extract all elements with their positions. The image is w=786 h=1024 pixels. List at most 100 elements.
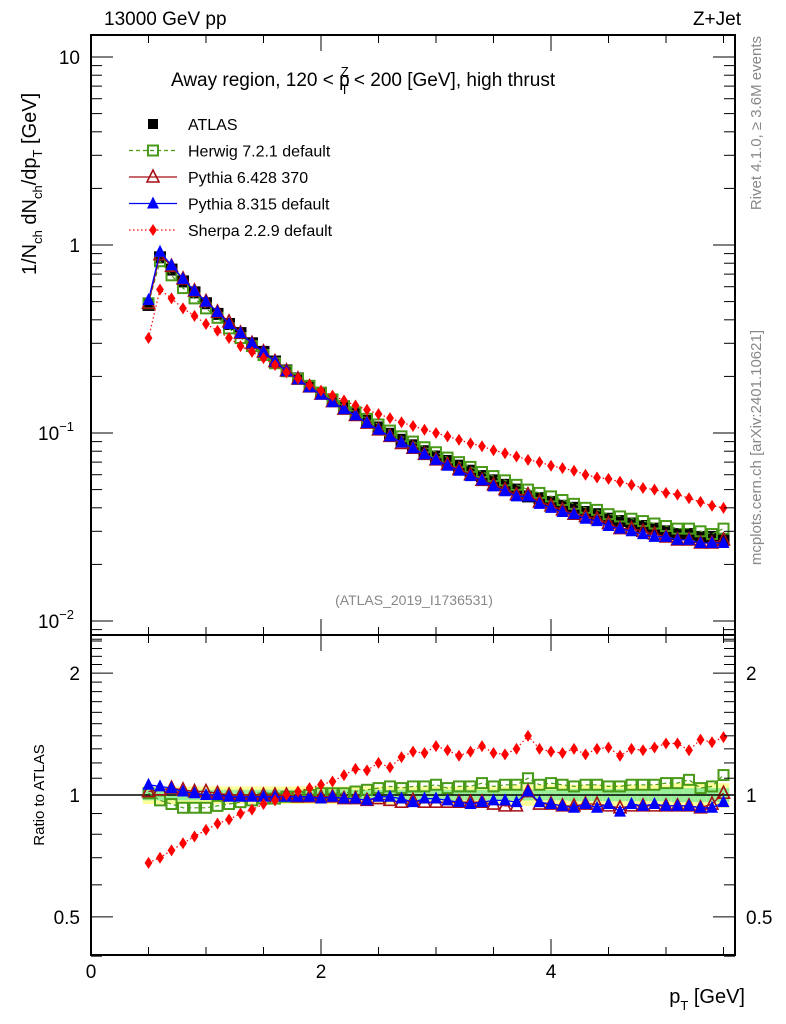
legend-label-sherpa-2-2-9-default: Sherpa 2.2.9 default bbox=[188, 223, 333, 240]
ratio-point-sherpa-2-2-9-default bbox=[282, 789, 291, 801]
x-axis-label: pT [GeV] bbox=[669, 986, 745, 1013]
ratio-point-pythia-8-315-default bbox=[522, 784, 534, 797]
ratio-point-sherpa-2-2-9-default bbox=[616, 749, 624, 762]
ratio-point-sherpa-2-2-9-default bbox=[225, 813, 233, 826]
plot-title-sub: T bbox=[341, 82, 349, 97]
ratio-point-sherpa-2-2-9-default bbox=[524, 729, 532, 742]
main-point-sherpa-2-2-9-default bbox=[489, 444, 498, 457]
plot-title-pre: Away region, 120 < p bbox=[171, 70, 350, 91]
ratio-point-sherpa-2-2-9-default bbox=[167, 844, 176, 857]
main-point-pythia-8-315-default bbox=[591, 514, 603, 527]
ratio-point-pythia-8-315-default bbox=[372, 789, 385, 802]
main-point-sherpa-2-2-9-default bbox=[420, 423, 429, 436]
ratio-point-pythia-8-315-default bbox=[706, 800, 718, 813]
ratio-point-pythia-8-315-default bbox=[717, 795, 730, 808]
ylabel-part-c-sub: T bbox=[30, 149, 45, 157]
ratio-y-tick-label-right: 1 bbox=[746, 786, 757, 807]
main-point-pythia-8-315-default bbox=[177, 271, 189, 284]
ratio-y-tick-label-left: 2 bbox=[69, 664, 80, 685]
ratio-point-sherpa-2-2-9-default bbox=[466, 745, 475, 758]
main-point-sherpa-2-2-9-default bbox=[535, 456, 544, 469]
main-point-pythia-8-315-default bbox=[648, 529, 661, 542]
main-point-pythia-8-315-default bbox=[257, 344, 270, 357]
ratio-point-sherpa-2-2-9-default bbox=[213, 817, 222, 830]
x-tick-label: 2 bbox=[316, 962, 327, 983]
ratio-point-pythia-8-315-default bbox=[211, 788, 224, 800]
ratio-point-herwig-7-2-1-default bbox=[407, 780, 419, 793]
ratio-point-sherpa-2-2-9-default bbox=[662, 737, 670, 750]
main-point-sherpa-2-2-9-default bbox=[156, 283, 164, 296]
main-point-pythia-8-315-default bbox=[372, 422, 385, 435]
main-point-sherpa-2-2-9-default bbox=[397, 416, 406, 429]
main-point-herwig-7-2-1-default bbox=[625, 512, 638, 525]
main-point-sherpa-2-2-9-default bbox=[271, 358, 279, 371]
main-point-sherpa-2-2-9-default bbox=[639, 481, 647, 494]
ratio-point-pythia-8-315-default bbox=[407, 795, 419, 808]
ylabel-part-c: /dp bbox=[19, 157, 41, 185]
ylabel-part-a: 1/N bbox=[19, 244, 41, 275]
ratio-point-pythia-6-428-370 bbox=[141, 782, 156, 798]
main-point-pythia-8-315-default bbox=[476, 473, 488, 486]
main-point-sherpa-2-2-9-default bbox=[719, 501, 728, 514]
legend-marker-sherpa-2-2-9-default bbox=[149, 224, 157, 236]
ratio-point-pythia-8-315-default bbox=[188, 786, 201, 799]
main-point-sherpa-2-2-9-default bbox=[616, 475, 624, 488]
ratio-point-pythia-8-315-default bbox=[683, 798, 695, 811]
ratio-point-sherpa-2-2-9-default bbox=[639, 744, 647, 757]
ratio-point-sherpa-2-2-9-default bbox=[248, 803, 256, 816]
main-point-sherpa-2-2-9-default bbox=[558, 462, 567, 475]
main-point-pythia-8-315-default bbox=[510, 489, 523, 502]
mcplots-label: mcplots.cern.ch [arXiv:2401.10621] bbox=[748, 330, 765, 565]
main-point-sherpa-2-2-9-default bbox=[225, 332, 233, 345]
ratio-point-sherpa-2-2-9-default bbox=[512, 742, 521, 755]
ratio-point-sherpa-2-2-9-default bbox=[271, 794, 279, 807]
ratio-point-sherpa-2-2-9-default bbox=[685, 744, 693, 757]
ratio-point-herwig-7-2-1-default bbox=[614, 780, 626, 793]
ratio-point-pythia-8-315-default bbox=[430, 791, 442, 804]
main-line-sherpa-2-2-9-default bbox=[147, 288, 724, 509]
ratio-point-pythia-8-315-default bbox=[303, 789, 316, 802]
rivet-label: Rivet 4.1.0, ≥ 3.6M events bbox=[748, 36, 765, 210]
main-point-pythia-8-315-default bbox=[234, 326, 247, 339]
ratio-point-pythia-8-315-default bbox=[315, 791, 327, 804]
main-point-pythia-8-315-default bbox=[223, 317, 235, 330]
ratio-point-sherpa-2-2-9-default bbox=[340, 769, 348, 782]
main-point-sherpa-2-2-9-default bbox=[547, 459, 555, 472]
ratio-point-sherpa-2-2-9-default bbox=[581, 748, 590, 761]
ratio-point-pythia-8-315-default bbox=[499, 793, 511, 806]
ratio-point-pythia-8-315-default bbox=[223, 789, 235, 802]
plot-title-sup: Z bbox=[341, 64, 349, 79]
main-point-sherpa-2-2-9-default bbox=[317, 384, 325, 397]
ratio-point-herwig-7-2-1-default bbox=[211, 799, 224, 812]
xlabel-sub: T bbox=[680, 998, 688, 1013]
ratio-point-pythia-8-315-default bbox=[326, 789, 339, 802]
main-point-pythia-8-315-default bbox=[418, 447, 431, 460]
main-data-marks bbox=[141, 244, 731, 549]
ratio-point-herwig-7-2-1-default bbox=[177, 801, 189, 814]
legend-marker-atlas bbox=[148, 119, 158, 129]
main-point-pythia-8-315-default bbox=[384, 429, 396, 442]
ratio-point-pythia-8-315-default bbox=[246, 789, 258, 802]
legend-marker-pythia-6-428-370 bbox=[145, 168, 161, 183]
ratio-point-sherpa-2-2-9-default bbox=[317, 778, 325, 791]
main-line-herwig-7-2-1-default bbox=[147, 259, 724, 535]
main-point-sherpa-2-2-9-default bbox=[593, 471, 601, 484]
ratio-point-pythia-8-315-default bbox=[418, 791, 431, 804]
x-tick-label: 4 bbox=[546, 962, 557, 983]
main-point-sherpa-2-2-9-default bbox=[144, 332, 153, 345]
ratio-point-pythia-8-315-default bbox=[441, 793, 454, 806]
ratio-point-herwig-7-2-1-default bbox=[441, 782, 454, 795]
ratio-point-sherpa-2-2-9-default bbox=[397, 751, 406, 764]
main-y-tick-label: 10−1 bbox=[38, 419, 74, 445]
main-point-sherpa-2-2-9-default bbox=[213, 324, 222, 337]
ylabel-part-d: [GeV] bbox=[19, 93, 41, 150]
ratio-point-sherpa-2-2-9-default bbox=[259, 798, 268, 811]
main-point-pythia-8-315-default bbox=[545, 500, 557, 513]
ratio-point-herwig-7-2-1-default bbox=[706, 780, 718, 793]
main-y-tick-base: 10 bbox=[38, 424, 59, 445]
ratio-point-sherpa-2-2-9-default bbox=[351, 762, 360, 775]
ratio-point-pythia-8-315-default bbox=[257, 789, 270, 802]
ratio-point-pythia-8-315-default bbox=[453, 795, 465, 808]
main-point-sherpa-2-2-9-default bbox=[167, 292, 176, 305]
